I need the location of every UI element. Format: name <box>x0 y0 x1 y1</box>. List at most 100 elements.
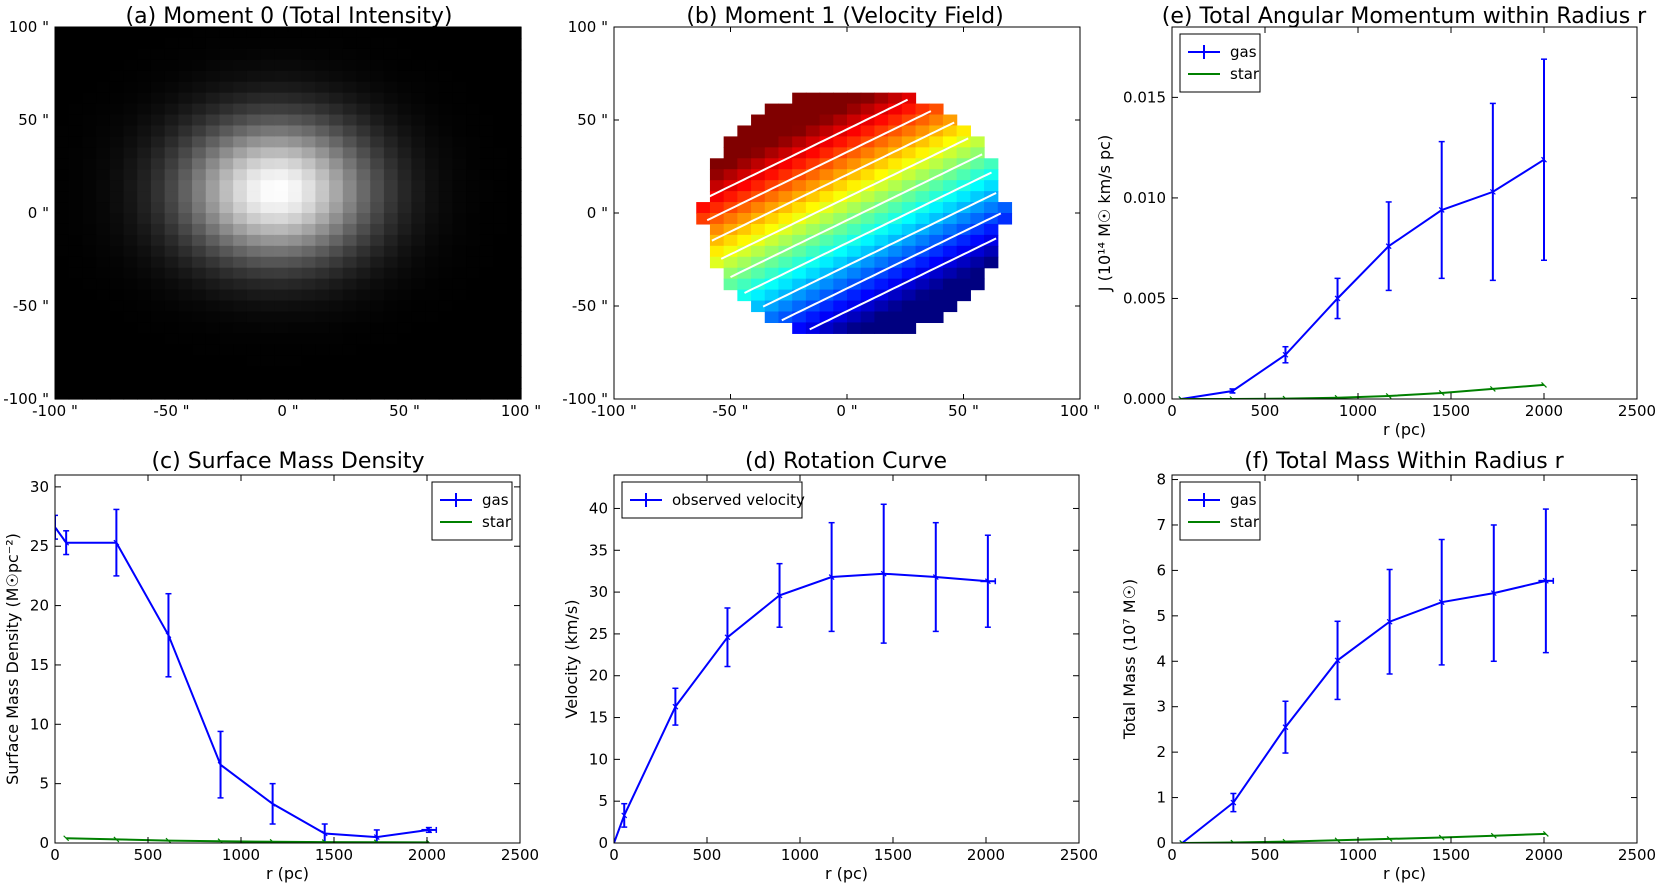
x-tick-label: 1000 <box>781 846 819 864</box>
map-pixel <box>874 125 889 138</box>
map-pixel <box>274 180 289 192</box>
map-pixel <box>874 256 889 269</box>
map-pixel <box>778 169 793 181</box>
map-pixel <box>315 48 330 61</box>
map-pixel <box>205 191 221 203</box>
map-pixel <box>205 300 221 313</box>
map-pixel <box>260 59 275 72</box>
map-pixel <box>411 388 426 400</box>
map-pixel <box>425 311 440 324</box>
map-pixel <box>123 48 138 61</box>
map-pixel <box>452 256 467 269</box>
map-pixel <box>68 278 84 291</box>
map-pixel <box>109 48 125 61</box>
panel-b-velocity-map <box>696 92 1013 334</box>
map-pixel <box>764 147 780 159</box>
map-pixel <box>493 125 508 138</box>
map-pixel <box>874 322 889 334</box>
y-tick-label: 0 " <box>587 204 608 222</box>
map-pixel <box>847 267 862 280</box>
map-pixel <box>356 355 371 367</box>
map-pixel <box>493 180 508 192</box>
y-axis-label: J (10¹⁴ M☉ km/s pc) <box>1095 135 1114 292</box>
map-pixel <box>723 278 738 291</box>
map-pixel <box>55 59 70 72</box>
map-pixel <box>82 103 97 116</box>
data-point-marker <box>1490 832 1497 839</box>
map-pixel <box>493 191 508 203</box>
map-pixel <box>723 191 738 203</box>
map-pixel <box>479 377 495 389</box>
map-pixel <box>315 223 330 236</box>
map-pixel <box>315 103 330 116</box>
map-pixel <box>356 377 371 389</box>
map-pixel <box>192 234 207 247</box>
map-pixel <box>383 322 399 334</box>
map-pixel <box>233 234 248 247</box>
map-pixel <box>55 191 70 203</box>
map-pixel <box>466 114 481 127</box>
data-layer <box>1179 508 1555 843</box>
map-pixel <box>82 114 97 127</box>
map-pixel <box>970 213 985 225</box>
map-pixel <box>96 300 111 313</box>
map-pixel <box>109 136 125 148</box>
map-pixel <box>397 278 412 291</box>
map-pixel <box>315 256 330 269</box>
map-pixel <box>507 234 522 247</box>
map-pixel <box>356 147 371 159</box>
map-pixel <box>507 366 522 378</box>
map-pixel <box>96 70 111 83</box>
map-pixel <box>178 48 193 61</box>
map-pixel <box>425 256 440 269</box>
map-pixel <box>260 27 275 39</box>
map-pixel <box>137 136 152 148</box>
map-pixel <box>219 114 234 127</box>
map-pixel <box>723 245 738 258</box>
map-pixel <box>438 223 454 236</box>
map-pixel <box>260 103 275 116</box>
map-pixel <box>260 37 275 50</box>
map-pixel <box>233 377 248 389</box>
map-pixel <box>342 213 358 225</box>
map-pixel <box>301 245 317 258</box>
map-pixel <box>178 70 193 83</box>
map-pixel <box>479 191 495 203</box>
map-pixel <box>956 289 971 302</box>
map-pixel <box>260 322 275 334</box>
map-pixel <box>137 59 152 72</box>
map-pixel <box>438 92 454 105</box>
map-pixel <box>342 377 358 389</box>
map-pixel <box>123 223 138 236</box>
y-tick-label: 30 <box>30 478 49 496</box>
map-pixel <box>192 59 207 72</box>
map-pixel <box>68 103 84 116</box>
map-pixel <box>397 333 412 345</box>
map-pixel <box>356 158 371 170</box>
map-pixel <box>123 256 138 269</box>
map-pixel <box>315 388 330 400</box>
map-pixel <box>164 256 179 269</box>
map-pixel <box>164 278 179 291</box>
map-pixel <box>956 256 971 269</box>
map-pixel <box>411 322 426 334</box>
map-pixel <box>466 191 481 203</box>
map-pixel <box>301 125 317 138</box>
map-pixel <box>219 278 234 291</box>
y-tick-label: 25 <box>30 537 49 555</box>
y-tick-label: 30 <box>589 583 608 601</box>
map-pixel <box>274 278 289 291</box>
map-pixel <box>137 202 152 214</box>
map-pixel <box>411 267 426 280</box>
map-pixel <box>479 125 495 138</box>
map-pixel <box>493 103 508 116</box>
legend-label: star <box>1230 65 1260 83</box>
map-pixel <box>452 136 467 148</box>
map-pixel <box>970 180 985 192</box>
map-pixel <box>383 103 399 116</box>
map-pixel <box>356 278 371 291</box>
map-pixel <box>370 366 385 378</box>
map-pixel <box>438 366 454 378</box>
map-pixel <box>397 289 412 302</box>
map-pixel <box>301 223 317 236</box>
